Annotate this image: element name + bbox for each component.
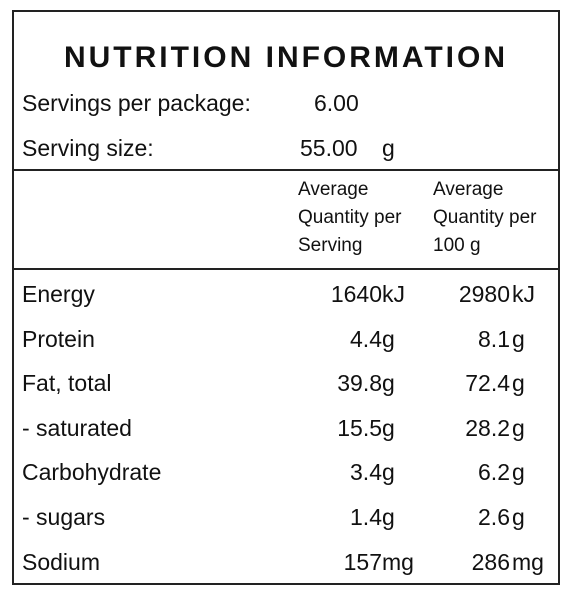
panel-title: NUTRITION INFORMATION [63, 41, 509, 74]
nutrient-name: Sodium [22, 548, 100, 575]
value-per-100g: 72.4 [465, 370, 510, 397]
column-header-per-100g: Average Quantity per 100 g [433, 179, 537, 256]
value-per-100g: 28.2 [465, 414, 510, 441]
value-per-serving: 157 [343, 548, 382, 575]
column-header-divider [14, 268, 558, 270]
nutrient-name: - saturated [22, 414, 132, 441]
nutrient-name: Fat, total [22, 370, 112, 397]
table-row: - sugars 1.4 g 2.6 g [14, 497, 558, 541]
value-per-serving: 1.4 [350, 504, 382, 530]
servings-per-package-label: Servings per package: [22, 90, 251, 116]
unit-per-100g: g [512, 325, 525, 352]
table-row: Energy 1640 kJ 2980 kJ [14, 274, 558, 318]
unit-per-serving: g [382, 414, 395, 441]
unit-per-serving: g [382, 459, 395, 486]
nutrient-name: Protein [22, 325, 95, 352]
nutrient-name: Energy [22, 281, 95, 307]
table-row: Protein 4.4 g 8.1 g [14, 319, 558, 363]
nutrient-name: Carbohydrate [22, 459, 162, 486]
unit-per-100g: mg [512, 548, 544, 575]
table-row: Fat, total 39.8 g 72.4 g [14, 363, 558, 407]
value-per-100g: 2.6 [478, 504, 510, 530]
value-per-100g: 286 [471, 548, 510, 575]
unit-per-serving: g [382, 370, 395, 397]
table-row: Sodium 157 mg 286 mg [14, 542, 558, 586]
unit-per-serving: g [382, 325, 395, 352]
header-divider [14, 169, 558, 171]
unit-per-100g: kJ [512, 281, 535, 307]
serving-size-label: Serving size: [22, 135, 154, 161]
unit-per-100g: g [512, 370, 525, 397]
value-per-100g: 6.2 [478, 459, 510, 486]
serving-size-unit: g [382, 135, 395, 161]
value-per-100g: 8.1 [478, 325, 510, 352]
table-row: Carbohydrate 3.4 g 6.2 g [14, 452, 558, 496]
unit-per-serving: kJ [382, 281, 405, 307]
nutrient-name: - sugars [22, 504, 106, 530]
value-per-serving: 1640 [330, 281, 382, 307]
unit-per-serving: mg [382, 548, 414, 575]
unit-per-100g: g [512, 414, 525, 441]
unit-per-100g: g [512, 504, 525, 530]
column-header-per-serving: Average Quantity per Serving [298, 179, 402, 256]
servings-per-package-value: 6.00 [314, 90, 359, 116]
nutrition-panel: NUTRITION INFORMATION Servings per packa… [12, 10, 560, 585]
value-per-100g: 2980 [458, 281, 510, 307]
value-per-serving: 4.4 [350, 325, 382, 352]
table-row: - saturated 15.5 g 28.2 g [14, 408, 558, 452]
unit-per-serving: g [382, 504, 395, 530]
value-per-serving: 39.8 [337, 370, 382, 397]
value-per-serving: 3.4 [350, 459, 382, 486]
serving-size-value: 55.00 [300, 135, 358, 161]
value-per-serving: 15.5 [337, 414, 382, 441]
unit-per-100g: g [512, 459, 525, 486]
